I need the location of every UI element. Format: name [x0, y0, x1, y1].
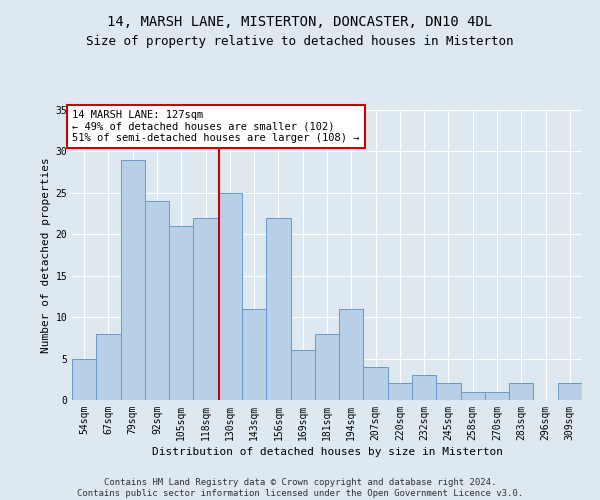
Bar	[218, 193, 242, 400]
Bar	[461, 392, 485, 400]
Bar	[290, 350, 315, 400]
Bar	[96, 334, 121, 400]
Text: 14 MARSH LANE: 127sqm
← 49% of detached houses are smaller (102)
51% of semi-det: 14 MARSH LANE: 127sqm ← 49% of detached …	[72, 110, 359, 143]
Bar	[388, 384, 412, 400]
X-axis label: Distribution of detached houses by size in Misterton: Distribution of detached houses by size …	[151, 447, 503, 457]
Bar	[339, 309, 364, 400]
Bar	[72, 358, 96, 400]
Bar	[364, 367, 388, 400]
Bar	[169, 226, 193, 400]
Bar	[436, 384, 461, 400]
Text: Contains HM Land Registry data © Crown copyright and database right 2024.
Contai: Contains HM Land Registry data © Crown c…	[77, 478, 523, 498]
Y-axis label: Number of detached properties: Number of detached properties	[41, 157, 51, 353]
Bar	[509, 384, 533, 400]
Bar	[193, 218, 218, 400]
Bar	[242, 309, 266, 400]
Bar	[315, 334, 339, 400]
Bar	[266, 218, 290, 400]
Text: Size of property relative to detached houses in Misterton: Size of property relative to detached ho…	[86, 35, 514, 48]
Text: 14, MARSH LANE, MISTERTON, DONCASTER, DN10 4DL: 14, MARSH LANE, MISTERTON, DONCASTER, DN…	[107, 15, 493, 29]
Bar	[558, 384, 582, 400]
Bar	[121, 160, 145, 400]
Bar	[485, 392, 509, 400]
Bar	[145, 201, 169, 400]
Bar	[412, 375, 436, 400]
